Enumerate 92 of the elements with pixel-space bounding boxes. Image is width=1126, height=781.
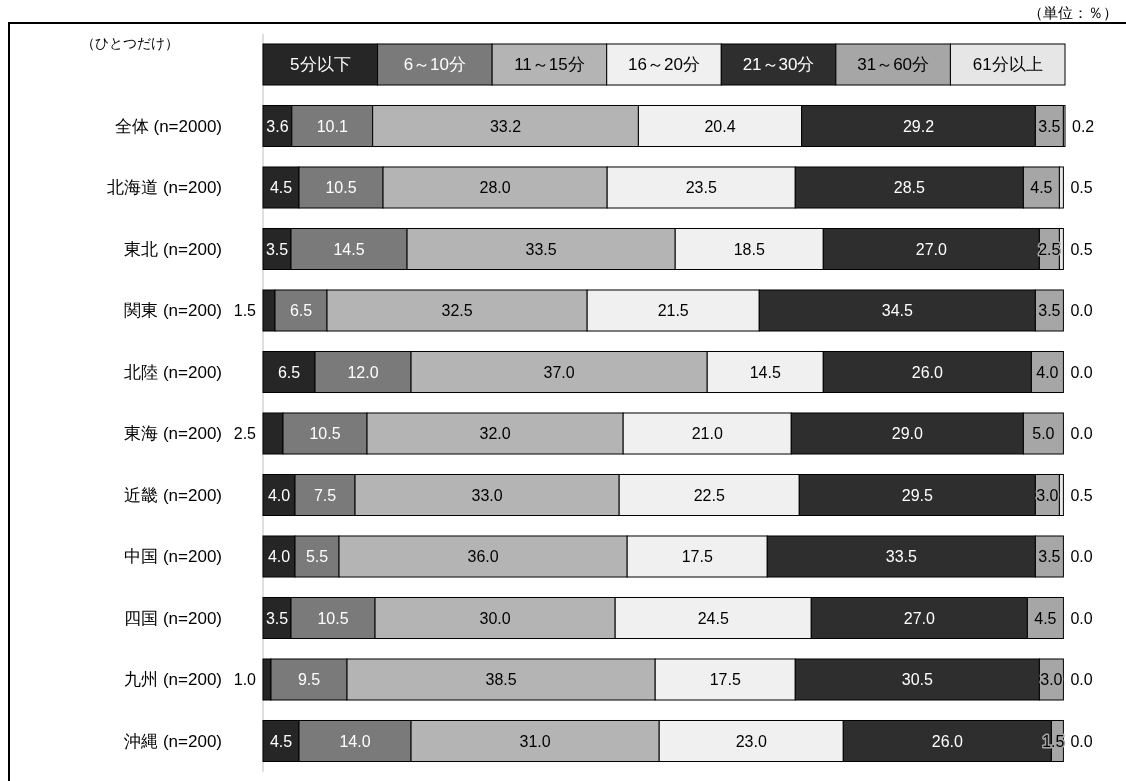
y-tick-label: 四国 (n=200) bbox=[124, 608, 222, 628]
data-label: 18.5 bbox=[733, 240, 765, 258]
y-tick-label: 北陸 (n=200) bbox=[124, 362, 222, 382]
data-label: 3.5 bbox=[265, 609, 289, 627]
series-label: 11～15分 bbox=[514, 55, 585, 74]
data-label: 1.5 bbox=[233, 302, 257, 319]
data-label: 33.5 bbox=[525, 240, 557, 258]
data-label: 0.0 bbox=[1070, 732, 1093, 750]
data-label: 28.0 bbox=[479, 179, 511, 196]
data-label: 34.5 bbox=[881, 302, 913, 319]
data-label: 22.5 bbox=[693, 486, 725, 504]
data-label: 29.0 bbox=[891, 425, 923, 442]
data-label: 0.5 bbox=[1070, 240, 1093, 258]
data-label: 0.0 bbox=[1070, 425, 1093, 442]
data-label: 0.5 bbox=[1070, 486, 1093, 504]
data-label: 10.5 bbox=[309, 425, 341, 442]
data-label: 14.5 bbox=[749, 363, 781, 381]
data-label: 33.0 bbox=[471, 486, 503, 504]
data-label: 0.5 bbox=[1070, 179, 1093, 196]
y-tick-label: 東海 (n=200) bbox=[124, 424, 222, 443]
data-label: 24.5 bbox=[697, 609, 729, 627]
data-label: 14.5 bbox=[333, 240, 365, 258]
data-label: 4.0 bbox=[267, 486, 291, 504]
data-label: 4.0 bbox=[1036, 363, 1059, 381]
data-label: 29.2 bbox=[902, 117, 935, 135]
data-label: 3.0 bbox=[1036, 486, 1059, 504]
data-label: 37.0 bbox=[543, 363, 575, 381]
annotation: （ひとつだけ） bbox=[81, 34, 179, 51]
series-label: 21～30分 bbox=[742, 55, 815, 74]
data-label: 0.0 bbox=[1070, 609, 1093, 627]
data-label: 10.1 bbox=[316, 117, 348, 135]
data-label: 3.5 bbox=[1038, 548, 1061, 565]
data-label: 28.5 bbox=[893, 179, 925, 196]
data-label: 3.5 bbox=[1038, 117, 1061, 135]
data-label: 36.0 bbox=[467, 548, 499, 565]
y-tick-label: 東北 (n=200) bbox=[124, 239, 222, 259]
y-tick-label: 関東 (n=200) bbox=[124, 301, 222, 320]
data-label: 29.5 bbox=[901, 486, 933, 504]
data-label: 30.0 bbox=[479, 609, 511, 627]
y-tick-label: 北海道 (n=200) bbox=[107, 178, 222, 197]
data-label: 17.5 bbox=[681, 548, 713, 565]
data-label: 27.0 bbox=[915, 240, 948, 258]
series-label: 5分以下 bbox=[290, 55, 351, 74]
data-label: 10.5 bbox=[325, 179, 357, 196]
data-label: 26.0 bbox=[931, 732, 964, 750]
data-label: 32.5 bbox=[441, 302, 473, 319]
data-label: 14.0 bbox=[339, 732, 371, 750]
data-label: 21.0 bbox=[691, 425, 723, 442]
data-label: 4.0 bbox=[267, 548, 291, 565]
data-label: 4.5 bbox=[269, 179, 293, 196]
data-label: 4.5 bbox=[269, 732, 293, 750]
data-label: 0.2 bbox=[1072, 117, 1095, 135]
data-label: 0.0 bbox=[1070, 671, 1093, 688]
data-label: 5.0 bbox=[1032, 425, 1055, 442]
data-label: 3.5 bbox=[265, 240, 289, 258]
data-label: 3.6 bbox=[266, 117, 289, 135]
y-tick-label: 全体 (n=2000) bbox=[114, 116, 222, 136]
data-label: 9.5 bbox=[297, 671, 321, 688]
data-label: 23.5 bbox=[685, 179, 717, 196]
data-label: 1.0 bbox=[233, 671, 257, 688]
data-label: 0.0 bbox=[1070, 548, 1093, 565]
data-label: 6.5 bbox=[289, 302, 313, 319]
data-label: 0.0 bbox=[1070, 363, 1093, 381]
y-tick-label: 沖縄 (n=200) bbox=[124, 731, 222, 751]
data-label: 12.0 bbox=[347, 363, 379, 381]
data-label: 27.0 bbox=[903, 609, 935, 627]
series-label: 16～20分 bbox=[628, 55, 700, 74]
data-label: 30.5 bbox=[901, 671, 933, 688]
data-label: 20.4 bbox=[704, 117, 736, 135]
data-label: 2.5 bbox=[233, 425, 257, 442]
data-label: 4.5 bbox=[1034, 609, 1057, 627]
data-label: 17.5 bbox=[709, 671, 741, 688]
y-tick-label: 中国 (n=200) bbox=[124, 547, 222, 566]
data-label: 0.0 bbox=[1070, 302, 1093, 319]
y-tick-label: 九州 (n=200) bbox=[124, 670, 222, 689]
data-label: 32.0 bbox=[479, 425, 511, 442]
y-tick-label: 近畿 (n=200) bbox=[124, 485, 222, 505]
data-label: 5.5 bbox=[305, 548, 329, 565]
data-label: 6.5 bbox=[277, 363, 301, 381]
data-label: 33.2 bbox=[489, 117, 522, 135]
data-label: 31.0 bbox=[519, 732, 551, 750]
data-label: 33.5 bbox=[885, 548, 917, 565]
data-label: 10.5 bbox=[317, 609, 349, 627]
annotation: （単位：％） bbox=[1028, 3, 1118, 21]
data-label: 23.0 bbox=[735, 732, 767, 750]
data-label: 4.5 bbox=[1030, 179, 1053, 196]
data-label: 26.0 bbox=[911, 363, 943, 381]
data-label: 7.5 bbox=[313, 486, 337, 504]
data-label: 3.0 bbox=[1040, 671, 1063, 688]
data-label: 3.5 bbox=[1038, 302, 1061, 319]
data-label: 21.5 bbox=[657, 302, 689, 319]
data-label: 38.5 bbox=[485, 671, 517, 688]
